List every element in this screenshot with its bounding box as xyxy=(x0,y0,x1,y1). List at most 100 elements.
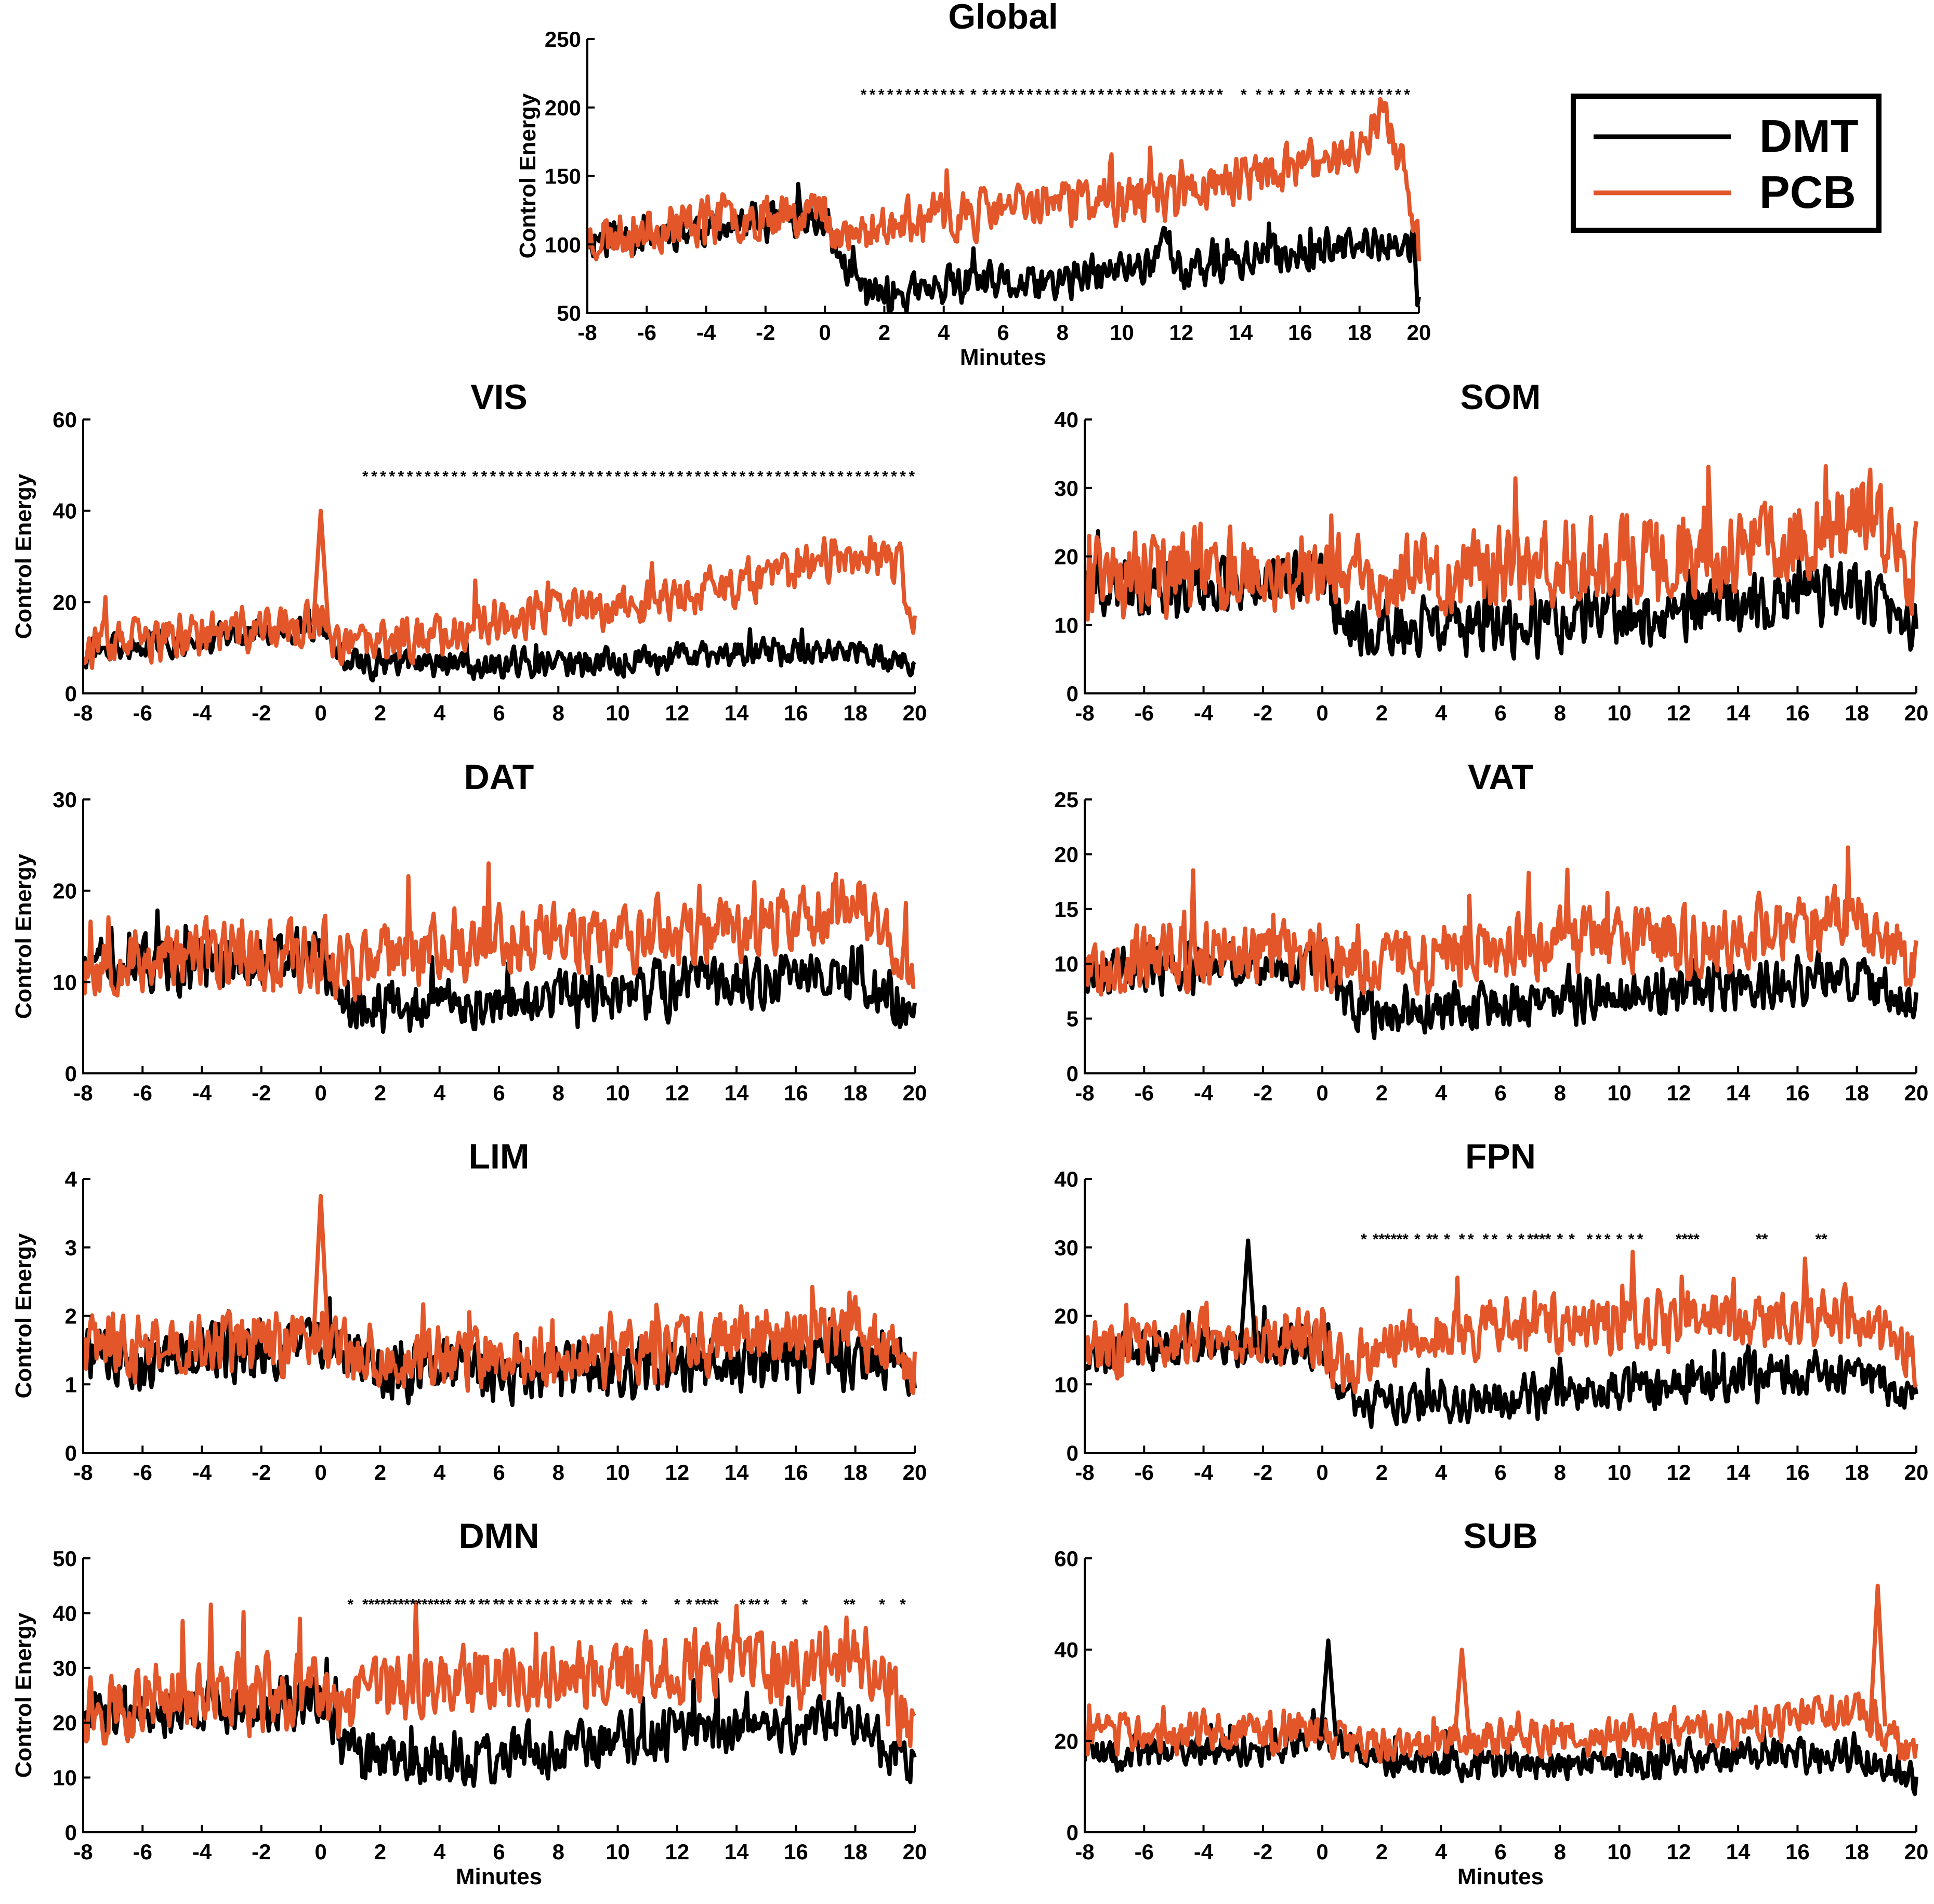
series-line-pcb xyxy=(1085,1250,1918,1395)
y-tick-label: 15 xyxy=(1054,897,1078,922)
x-tick-label: 16 xyxy=(784,1460,808,1485)
significance-marker: * xyxy=(1062,86,1069,103)
x-tick-label: 4 xyxy=(433,1840,446,1864)
significance-marker: * xyxy=(440,1596,446,1613)
significance-marker: * xyxy=(721,468,728,485)
significance-marker: * xyxy=(650,468,656,485)
significance-marker: * xyxy=(442,468,449,485)
y-axis: 50 100 150 200 250 xyxy=(545,27,595,325)
y-axis-label: Control Energy xyxy=(11,1612,36,1778)
significance-marker: * xyxy=(1080,86,1086,103)
y-tick-label: 20 xyxy=(1054,1729,1078,1753)
x-tick-label: 6 xyxy=(1494,701,1506,725)
significance-marker: * xyxy=(508,468,514,485)
y-axis: 0 20 40 60 xyxy=(1054,1546,1092,1845)
x-tick-label: 10 xyxy=(1110,320,1134,345)
significance-marker: * xyxy=(1036,86,1042,103)
x-axis-label: Minutes xyxy=(456,1864,542,1889)
significance-marker: * xyxy=(891,468,897,485)
significance-marker: * xyxy=(1241,86,1247,103)
significance-marker: * xyxy=(909,468,915,485)
significance-marker: * xyxy=(433,468,440,485)
x-tick-label: 6 xyxy=(1494,1081,1506,1105)
significance-marker: * xyxy=(950,86,956,103)
significance-marker: * xyxy=(392,1596,398,1613)
significance-marker: * xyxy=(398,468,404,485)
significance-marker: * xyxy=(1527,1231,1533,1248)
significance-marker: * xyxy=(484,1596,490,1613)
x-tick-label: -4 xyxy=(696,320,716,345)
significance-marker: * xyxy=(1616,1231,1623,1248)
series-line-pcb xyxy=(83,535,917,670)
y-axis: 0 1 2 3 4 xyxy=(65,1167,90,1465)
series-group xyxy=(83,508,917,682)
x-tick-label: 2 xyxy=(878,320,890,345)
significance-marker: * xyxy=(1386,86,1392,103)
x-tick-label: 18 xyxy=(1845,701,1869,725)
x-tick-label: 18 xyxy=(843,701,867,725)
y-tick-label: 30 xyxy=(1054,476,1078,501)
legend-label-dmt: DMT xyxy=(1759,110,1859,162)
y-tick-label: 10 xyxy=(1054,1372,1078,1397)
significance-marker: * xyxy=(525,468,532,485)
significance-marker: * xyxy=(870,86,876,103)
significance-marker: * xyxy=(1557,1231,1563,1248)
significance-marker: * xyxy=(674,1596,680,1613)
significance-marker: * xyxy=(561,1596,568,1613)
x-tick-label: -8 xyxy=(73,1081,93,1105)
significance-marker: * xyxy=(404,1596,410,1613)
series-group xyxy=(1085,1583,1918,1796)
significance-marker: * xyxy=(982,86,989,103)
significance-marker: * xyxy=(561,468,568,485)
significance-marker: * xyxy=(362,468,369,485)
significance-marker: * xyxy=(1000,86,1006,103)
significance-marker: * xyxy=(371,468,377,485)
x-tick-label: 6 xyxy=(997,320,1009,345)
significance-marker: * xyxy=(445,1596,452,1613)
chart-dmn: * * * * * * * * * * * * * * * * * * * * * * * * * * * * * * * * * * * * * * * *… xyxy=(11,1516,927,1889)
x-tick-label: 0 xyxy=(819,320,831,345)
x-tick-label: 12 xyxy=(665,701,689,725)
y-axis-label: Control Energy xyxy=(11,1233,36,1398)
significance-marker: * xyxy=(873,468,879,485)
significance-marker: * xyxy=(1681,1231,1688,1248)
x-tick-label: 14 xyxy=(1229,320,1253,345)
significance-marker: * xyxy=(861,86,867,103)
significance-marker: * xyxy=(668,468,675,485)
significance-marker: * xyxy=(659,468,665,485)
y-axis: 0 10 20 30 40 xyxy=(1054,408,1092,706)
x-tick-label: 12 xyxy=(665,1081,689,1105)
x-tick-label: 2 xyxy=(374,1460,386,1485)
series-line-pcb xyxy=(83,861,916,1002)
significance-marker: * xyxy=(386,1596,392,1613)
y-tick-label: 50 xyxy=(557,301,581,325)
y-tick-label: 100 xyxy=(545,232,581,257)
significance-marker: * xyxy=(1506,1231,1512,1248)
y-tick-label: 1 xyxy=(65,1372,77,1397)
chart-som: -8 -6 -4 -2 0 2 4 6 8 10 12 14 16 18 20 0 10 20 30 40 SOM xyxy=(1054,377,1928,725)
y-tick-label: 0 xyxy=(1067,1820,1078,1845)
significance-marker: * xyxy=(1134,86,1140,103)
x-tick-label: 20 xyxy=(903,1460,927,1485)
significance-marker: * xyxy=(849,1596,856,1613)
significance-marker: * xyxy=(1181,86,1188,103)
series-spike-pcb-spike xyxy=(311,1193,331,1344)
x-tick-label: 20 xyxy=(1904,1460,1929,1485)
x-tick-label: 4 xyxy=(1435,701,1448,725)
significance-marker: * xyxy=(493,1596,499,1613)
significance-marker: * xyxy=(552,1596,559,1613)
x-tick-label: 14 xyxy=(725,1081,749,1105)
significance-marker: * xyxy=(1444,1231,1450,1248)
significance-marker: * xyxy=(1492,1231,1498,1248)
significance-marker: * xyxy=(525,1596,532,1613)
x-tick-label: 4 xyxy=(433,1460,446,1485)
x-tick-label: -8 xyxy=(1075,1460,1094,1485)
x-tick-label: -2 xyxy=(1253,701,1272,725)
significance-marker: * xyxy=(856,468,862,485)
x-tick-label: 6 xyxy=(493,1460,505,1485)
x-axis: -8 -6 -4 -2 0 2 4 6 8 10 12 14 16 18 20 xyxy=(1075,686,1928,725)
chart-title: VIS xyxy=(470,377,528,417)
series-group xyxy=(1085,464,1918,661)
significance-marker: * xyxy=(1318,86,1324,103)
significance-marker: * xyxy=(544,1596,550,1613)
